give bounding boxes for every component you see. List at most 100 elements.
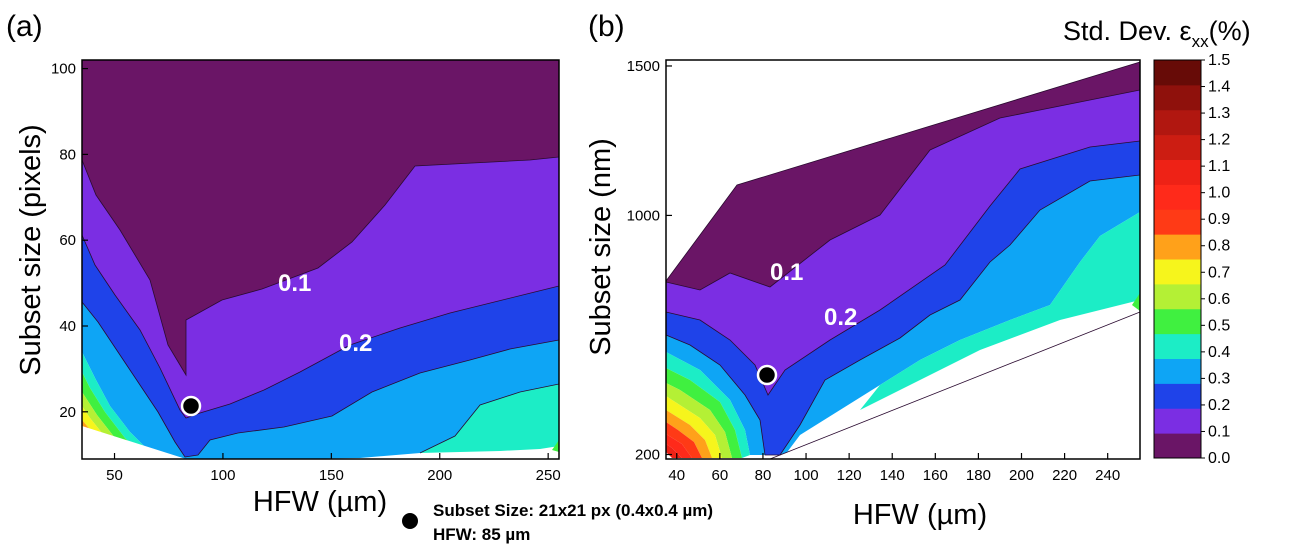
panel-b-y-tick-label: 1000	[627, 207, 660, 224]
panel-b-x-tick-label: 140	[880, 467, 905, 484]
panel-b-contour-lines	[665, 61, 1141, 460]
colorbar-tick-label: 0.9	[1208, 211, 1230, 228]
panel-b-band-0.8	[666, 410, 712, 458]
panel-b-marker	[756, 364, 778, 386]
colorbar-cell	[1154, 333, 1201, 359]
panel-a-x-tick-label: 50	[106, 467, 123, 484]
colorbar-cell	[1154, 433, 1201, 459]
panel-a-band-0.1	[82, 157, 559, 418]
colorbar-frame	[1153, 59, 1202, 459]
colorbar-cell	[1154, 134, 1201, 160]
colorbar-tick-label: 1.1	[1208, 158, 1230, 175]
colorbar-tick-label: 0.2	[1208, 397, 1230, 414]
panel-b-x-tick-label: 180	[966, 467, 991, 484]
panel-a-nodata	[82, 426, 186, 459]
colorbar-tick-label: 1.0	[1208, 185, 1230, 202]
panel-b-y-tick-label: 200	[635, 447, 660, 464]
legend-line-2: HFW: 85 µm	[433, 525, 530, 544]
panel-a-x-tick-label: 200	[427, 467, 452, 484]
panel-b-x-tick-label: 220	[1052, 467, 1077, 484]
legend-marker-icon	[402, 513, 418, 529]
panel-b-axes-frame	[665, 59, 1141, 460]
colorbar-tick-label: 1.5	[1208, 52, 1230, 69]
colorbar-cell	[1154, 234, 1201, 260]
colorbar-tick-label: 1.2	[1208, 132, 1230, 149]
panel-b-y-ticks: 200 1000 1500	[627, 58, 672, 464]
colorbar-cells	[1154, 60, 1201, 459]
colorbar-cell	[1154, 259, 1201, 285]
colorbar-tick-label: 1.3	[1208, 105, 1230, 122]
colorbar-cell	[1154, 383, 1201, 409]
colorbar-cell	[1154, 209, 1201, 235]
panel-a-marker	[180, 395, 202, 417]
panel-a: (a)	[6, 10, 561, 518]
colorbar-tick-label: 0.3	[1208, 370, 1230, 387]
colorbar-ticks: 1.5 1.4 1.3 1.2 1.1 1.0 0.9 0.8 0.7 0.6 0.5 0.4 0.3 0…	[1201, 52, 1230, 467]
panel-b-plot-area: 0.1 0.2	[665, 60, 1141, 460]
panel-b-band-0.4	[860, 212, 1140, 410]
panel-b-x-tick-label: 200	[1009, 467, 1034, 484]
panel-b-contour-label-0.2: 0.2	[824, 304, 857, 331]
colorbar-cell	[1154, 84, 1201, 111]
panel-b-band-0.0	[666, 62, 1140, 290]
panel-b-y-tick-label: 1500	[627, 58, 660, 75]
colorbar-cell	[1154, 308, 1201, 335]
panel-b-x-tick-label: 80	[755, 467, 772, 484]
panel-b-band-0.5	[1132, 293, 1140, 311]
panel-b-x-tick-label: 120	[837, 467, 862, 484]
colorbar-tick-label: 0.7	[1208, 264, 1230, 281]
panel-b-band-0.5b	[666, 368, 742, 458]
panel-b-x-tick-label: 100	[794, 467, 819, 484]
panel-a-band-0.5	[552, 440, 559, 452]
colorbar-title: Std. Dev. εxx(%)	[1063, 16, 1251, 51]
colorbar-cell	[1154, 358, 1201, 384]
colorbar-tick-label: 0.1	[1208, 423, 1230, 440]
panel-a-plot-area: 0.1 0.2	[81, 60, 560, 459]
panel-b-band-0.1	[666, 90, 1140, 395]
panel-a-contour-lines	[81, 156, 560, 458]
panel-b-band-0.6	[666, 383, 732, 458]
panel-a-band-0.3	[82, 302, 559, 459]
panel-b-x-tick-label: 40	[668, 467, 685, 484]
panel-a-band-0.0	[82, 60, 559, 375]
panel-a-contour-label-0.1: 0.1	[278, 270, 311, 297]
panel-a-x-tick-label: 150	[319, 467, 344, 484]
colorbar-cell	[1154, 60, 1201, 86]
colorbar-tick-label: 0.5	[1208, 317, 1230, 334]
colorbar-cell	[1154, 109, 1201, 136]
colorbar-tick-label: 0.8	[1208, 238, 1230, 255]
panel-a-y-tick-label: 80	[59, 146, 76, 163]
panel-a-y-ticks: 20 40 60 80 100	[51, 61, 88, 421]
panel-a-axes-frame	[81, 59, 560, 460]
panel-b-x-tick-label: 160	[923, 467, 948, 484]
panel-a-y-tick-label: 60	[59, 232, 76, 249]
colorbar-tick-label: 0.0	[1208, 450, 1230, 467]
panel-a-contour-label-0.2: 0.2	[339, 330, 372, 357]
panel-a-y-tick-label: 20	[59, 404, 76, 421]
colorbar-cell	[1154, 159, 1201, 185]
panel-b: (b)	[585, 10, 1141, 531]
panel-b-band-0.3	[666, 175, 1140, 455]
panel-b-x-axis-title: HFW (µm)	[853, 499, 987, 531]
colorbar-tick-label: 0.4	[1208, 344, 1230, 361]
colorbar-tick-label: 1.4	[1208, 79, 1230, 96]
panel-b-x-ticks: 40 60 80 100 120 140 160 180 200 220 240	[668, 453, 1120, 484]
panel-b-band-0.9	[666, 422, 702, 458]
panel-b-contour-label-0.1: 0.1	[770, 259, 803, 286]
marker-legend: Subset Size: 21x21 px (0.4x0.4 µm) HFW: …	[402, 501, 713, 544]
panel-a-band-0.4	[420, 384, 559, 453]
panel-a-y-tick-label: 40	[59, 318, 76, 335]
panel-b-band-0.2	[666, 141, 1140, 455]
panel-a-x-tick-label: 100	[210, 467, 235, 484]
colorbar-tick-label: 0.6	[1208, 291, 1230, 308]
panel-b-x-tick-label: 240	[1095, 467, 1120, 484]
panel-a-x-tick-label: 250	[536, 467, 561, 484]
panel-a-y-axis-title: Subset size (pixels)	[15, 124, 47, 375]
colorbar-cell	[1154, 184, 1201, 210]
panel-b-band-0.7	[666, 396, 722, 458]
panel-a-x-axis-title: HFW (µm)	[253, 486, 387, 518]
legend-line-1: Subset Size: 21x21 px (0.4x0.4 µm)	[433, 501, 713, 520]
colorbar-cell	[1154, 283, 1201, 310]
colorbar: Std. Dev. εxx(%) 1.5 1.4 1.3 1.2 1.1 1.0 0.9 0.…	[1063, 16, 1251, 467]
